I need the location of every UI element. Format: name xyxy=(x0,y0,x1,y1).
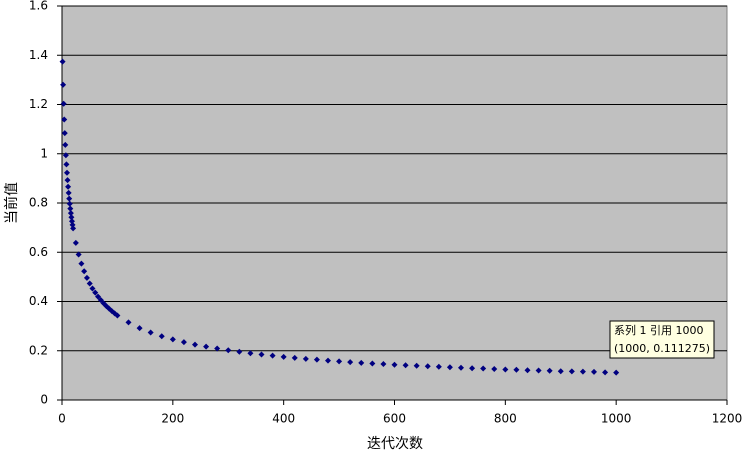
point xyxy=(147,329,154,336)
point xyxy=(68,218,75,225)
point xyxy=(325,357,331,364)
point xyxy=(502,366,509,373)
point xyxy=(60,100,67,107)
point xyxy=(568,368,575,375)
y-tick-label: 0.8 xyxy=(29,196,48,210)
point xyxy=(125,319,132,326)
point xyxy=(114,312,121,319)
y-tick-label: 0 xyxy=(40,393,48,407)
point xyxy=(413,362,420,369)
point xyxy=(358,359,365,366)
point xyxy=(60,81,67,88)
point xyxy=(535,367,542,374)
point xyxy=(67,210,74,217)
point xyxy=(65,189,72,196)
y-tick-label: 0.6 xyxy=(29,245,48,259)
point xyxy=(61,116,68,123)
x-tick-label: 1000 xyxy=(601,412,632,426)
tooltip xyxy=(609,320,715,359)
point xyxy=(136,325,143,332)
point xyxy=(62,141,69,148)
point xyxy=(169,336,176,343)
point xyxy=(546,367,553,374)
x-axis-title: 迭代次数 xyxy=(367,436,423,452)
point xyxy=(469,365,476,372)
point xyxy=(63,169,70,176)
point xyxy=(269,352,276,359)
point xyxy=(92,289,99,296)
point xyxy=(63,161,70,168)
point xyxy=(391,361,398,368)
point xyxy=(258,351,265,358)
point xyxy=(424,363,431,370)
y-tick-label: 0.4 xyxy=(29,294,48,308)
point xyxy=(302,355,309,362)
point xyxy=(402,362,409,369)
point xyxy=(180,339,187,346)
point xyxy=(61,130,68,137)
point xyxy=(68,214,75,221)
point xyxy=(280,353,287,360)
point xyxy=(458,364,464,371)
point xyxy=(65,183,72,190)
y-tick-label: 0.2 xyxy=(29,343,48,357)
point xyxy=(313,356,320,363)
tooltip-text: (1000, 0.111275) xyxy=(614,342,710,355)
point xyxy=(380,361,387,368)
point xyxy=(347,359,354,366)
point xyxy=(75,251,82,258)
x-tick-label: 1200 xyxy=(712,412,743,426)
point xyxy=(369,360,376,367)
point xyxy=(491,365,498,372)
point xyxy=(95,293,102,300)
point xyxy=(557,368,564,375)
point xyxy=(291,354,298,361)
x-tick-label: 200 xyxy=(161,412,184,426)
point xyxy=(591,368,597,375)
point xyxy=(86,280,93,287)
y-tick-label: 1 xyxy=(40,146,48,160)
point xyxy=(524,367,531,374)
point xyxy=(158,333,165,340)
point xyxy=(225,347,232,354)
point xyxy=(81,268,88,275)
point xyxy=(83,274,90,281)
point xyxy=(513,366,520,373)
point xyxy=(613,369,620,376)
x-tick-label: 800 xyxy=(494,412,517,426)
point xyxy=(66,195,73,202)
point xyxy=(579,368,586,375)
point xyxy=(203,343,210,350)
point xyxy=(602,369,609,376)
point xyxy=(236,348,243,355)
y-axis-title: 当前值 xyxy=(3,182,20,224)
y-tick-label: 1.2 xyxy=(29,97,48,111)
x-tick-label: 400 xyxy=(272,412,295,426)
point xyxy=(66,200,73,207)
y-tick-label: 1.4 xyxy=(29,48,48,62)
x-tick-label: 0 xyxy=(58,412,66,426)
point xyxy=(336,358,343,365)
point xyxy=(89,285,96,292)
point xyxy=(446,364,453,371)
point xyxy=(435,363,442,370)
y-tick-label: 1.6 xyxy=(29,0,48,13)
x-tick-label: 600 xyxy=(383,412,406,426)
point xyxy=(480,365,487,372)
point xyxy=(70,225,77,232)
point xyxy=(59,58,66,65)
point xyxy=(192,341,198,348)
point xyxy=(72,239,79,246)
point xyxy=(64,177,71,184)
point xyxy=(78,260,85,267)
point xyxy=(67,205,74,212)
tooltip-text: 系列 1 引用 1000 xyxy=(614,323,703,337)
point xyxy=(247,350,254,357)
point xyxy=(62,152,69,159)
point xyxy=(214,345,221,352)
